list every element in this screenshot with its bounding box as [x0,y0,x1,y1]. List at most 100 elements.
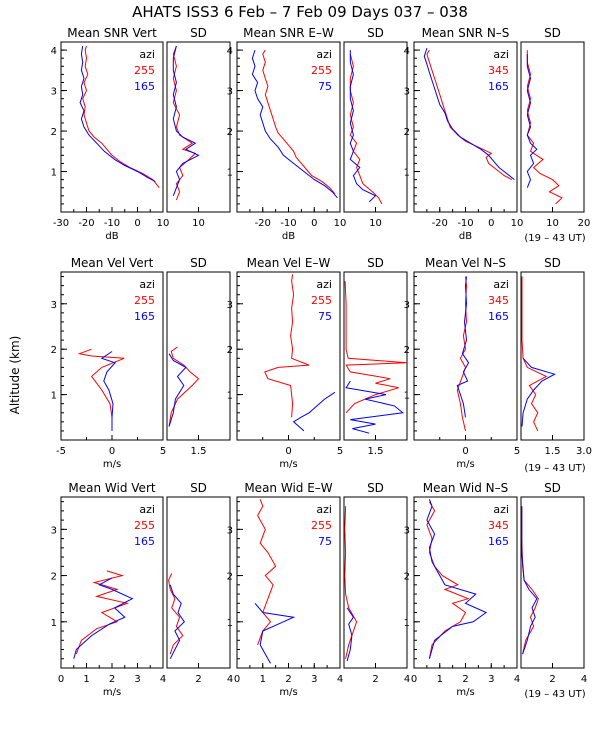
panel-vel-vert-mean-xtick-label: -5 [56,446,66,457]
panel-wid-ns-sd: SD 2 4 [520,481,587,685]
panel-snr-vert-mean-legend-a: 255 [134,64,155,77]
panel-snr-ns-mean-ytick-label: 4 [404,46,410,57]
panel-wid-ns-mean-xtick-label: 0 [411,674,417,685]
panel-wid-ns-mean-xtick-label: 4 [514,674,520,685]
panel-snr-vert-mean-xtick-label: 0 [134,218,140,229]
panel-vel-ns-mean-xlabel: m/s [456,459,474,470]
panel-vel-ew-mean-xtick-label: 0 [285,446,291,457]
panel-snr-ns-mean-ytick-label: 2 [404,127,410,138]
panel-wid-ew-sd-xtick-label: 2 [372,674,378,685]
panel-snr-ew-mean-legend-b: 75 [318,80,332,93]
panel-vel-ns-mean-title: Mean Vel N–S [425,256,506,270]
panel-wid-ns-mean-xtick-label: 2 [462,674,468,685]
panel-snr-vert-sd-xtick-label: 10 [192,218,205,229]
panel-snr-ns-mean-legend-a: 345 [488,64,509,77]
panel-wid-ew-mean-xtick-label: 4 [337,674,343,685]
panel-vel-ew-mean-legend-title: azi [316,278,332,291]
panel-vel-ns-mean-series-red-line [456,276,468,432]
panel-wid-ew-mean: Mean Wid E–W 0 1 2 3 4 m/s 1 2 3 azi 255 75 [227,481,344,698]
panel-wid-vert-mean-xtick-label: 3 [134,674,140,685]
panel-vel-vert-sd-series-red-line [168,346,200,427]
panel-wid-vert-sd-title: SD [190,481,207,495]
panel-wid-ns-mean-xtick-label: 1 [437,674,443,685]
panel-vel-vert-mean-ytick-label: 1 [51,391,57,402]
panel-snr-ns-mean-xlabel: dB [459,231,472,242]
panel-wid-vert-mean-xtick-label: 2 [109,674,115,685]
panel-wid-ns-mean-xtick-label: 3 [488,674,494,685]
panel-vel-ew-mean: Mean Vel E–W 0 5 m/s 1 2 3 azi 255 75 [227,256,344,470]
panel-wid-ns-mean-xlabel: m/s [456,687,474,698]
panel-snr-ew-mean-ytick-label: 3 [227,87,233,98]
panel-vel-ew-mean-ytick-label: 1 [227,391,233,402]
panel-wid-vert-sd-xtick-label: 4 [227,674,233,685]
panel-vel-ew-mean-series-blue-line [292,391,336,432]
time-range-note-row2: (19 – 43 UT) [524,463,585,474]
panel-wid-vert-mean-xtick-label: 0 [58,674,64,685]
panel-snr-vert-mean-title: Mean SNR Vert [67,26,157,40]
panel-wid-ew-sd-title: SD [367,481,384,495]
panel-vel-ew-mean-series-red-line [264,274,310,418]
panel-snr-ns-sd-xtick-label: 10 [546,218,559,229]
panel-snr-vert-sd: SD 10 [166,26,231,229]
panel-vel-ns-mean-legend-b: 165 [488,310,509,323]
panel-snr-ew-sd-series-blue-line [349,50,377,203]
panel-vel-vert-mean-legend-a: 255 [134,294,155,307]
panel-wid-ns-mean-ytick-label: 3 [404,525,410,536]
panel-vel-ns-sd-frame [520,271,585,441]
panel-vel-ew-sd: SD 1.5 [343,256,408,457]
panel-vel-ns-mean-ytick-label: 1 [404,391,410,402]
panel-wid-vert-mean-legend-b: 165 [134,535,155,548]
panel-snr-vert-mean-ytick-label: 1 [51,168,57,179]
panel-vel-ns-sd-xtick-label: 3.0 [576,446,592,457]
panel-vel-ns-sd-title: SD [544,256,561,270]
panel-snr-ew-mean-series-red-line [262,49,336,195]
panel-wid-ns-mean-legend-title: azi [493,503,509,516]
panel-vel-vert-mean-xtick-label: 5 [160,446,166,457]
panel-snr-ew-mean-xtick-label: 0 [311,218,317,229]
panel-snr-ew-mean-ytick-label: 4 [227,46,233,57]
panel-vel-vert-mean-ytick-label: 3 [51,300,57,311]
panel-snr-ns-mean-title: Mean SNR N–S [422,26,510,40]
panel-vel-ew-sd-series-blue-line [345,380,405,434]
panel-vel-ew-mean-legend-a: 255 [311,294,332,307]
panel-vel-vert-mean-legend-b: 165 [134,310,155,323]
panel-snr-ns-sd-xtick-label: 20 [578,218,591,229]
panel-snr-ns-mean-xtick-label: 0 [488,218,494,229]
panel-wid-vert-mean-legend-a: 255 [134,519,155,532]
panel-snr-vert-mean-xtick-label: 10 [157,218,170,229]
time-range-note-row1: (19 – 43 UT) [524,233,585,244]
panel-wid-ns-mean: Mean Wid N–S 0 1 2 3 4 m/s 1 2 3 azi 345 165 [404,481,521,698]
panel-vel-ns-mean-legend-a: 345 [488,294,509,307]
panel-vel-vert-sd-series-blue-line [168,353,187,427]
panel-vel-vert-sd-xtick-label: 1.5 [191,446,207,457]
panel-snr-vert-sd-series-red-line [172,45,197,201]
panel-snr-ns-mean-xtick-label: -20 [432,218,448,229]
panel-wid-ns-mean-ytick-label: 1 [404,618,410,629]
panel-snr-vert-mean-xlabel: dB [105,231,118,242]
panel-wid-vert-mean-series-blue-line [73,577,134,659]
panel-wid-ns-sd-series-blue-line [521,506,538,655]
panel-wid-ew-mean-legend-b: 75 [318,535,332,548]
panel-wid-vert-sd: SD 2 4 [166,481,233,685]
panel-snr-ew-mean-legend-title: azi [316,48,332,61]
panel-snr-ns-sd-series-blue-line [526,54,538,188]
time-range-note-row3: (19 – 43 UT) [524,689,585,700]
panel-wid-ns-mean-ytick-label: 2 [404,572,410,583]
panel-wid-ns-mean-title: Mean Wid N–S [423,481,508,495]
panel-vel-ew-mean-title: Mean Vel E–W [247,256,331,270]
panel-vel-ew-mean-ytick-label: 2 [227,345,233,356]
panel-wid-ns-sd-xtick-label: 4 [581,674,587,685]
panel-vel-ns-mean: Mean Vel N–S 0 5 m/s 1 2 3 azi 345 165 [404,256,521,470]
panel-wid-ew-mean-title: Mean Wid E–W [244,481,332,495]
panel-vel-ew-mean-ytick-label: 3 [227,300,233,311]
panel-wid-vert-mean-ytick-label: 1 [51,618,57,629]
figure-title: AHATS ISS3 6 Feb – 7 Feb 09 Days 037 – 0… [132,3,468,21]
panel-vel-vert-mean-legend-title: azi [139,278,155,291]
panel-vel-vert-mean-xlabel: m/s [103,459,121,470]
panel-wid-ew-mean-xtick-label: 3 [311,674,317,685]
panel-wid-ns-sd-frame [520,496,585,669]
panel-wid-ns-sd-title: SD [544,481,561,495]
panel-vel-vert-sd-frame [166,271,231,441]
panel-snr-ew-mean-xtick-label: 10 [334,218,347,229]
